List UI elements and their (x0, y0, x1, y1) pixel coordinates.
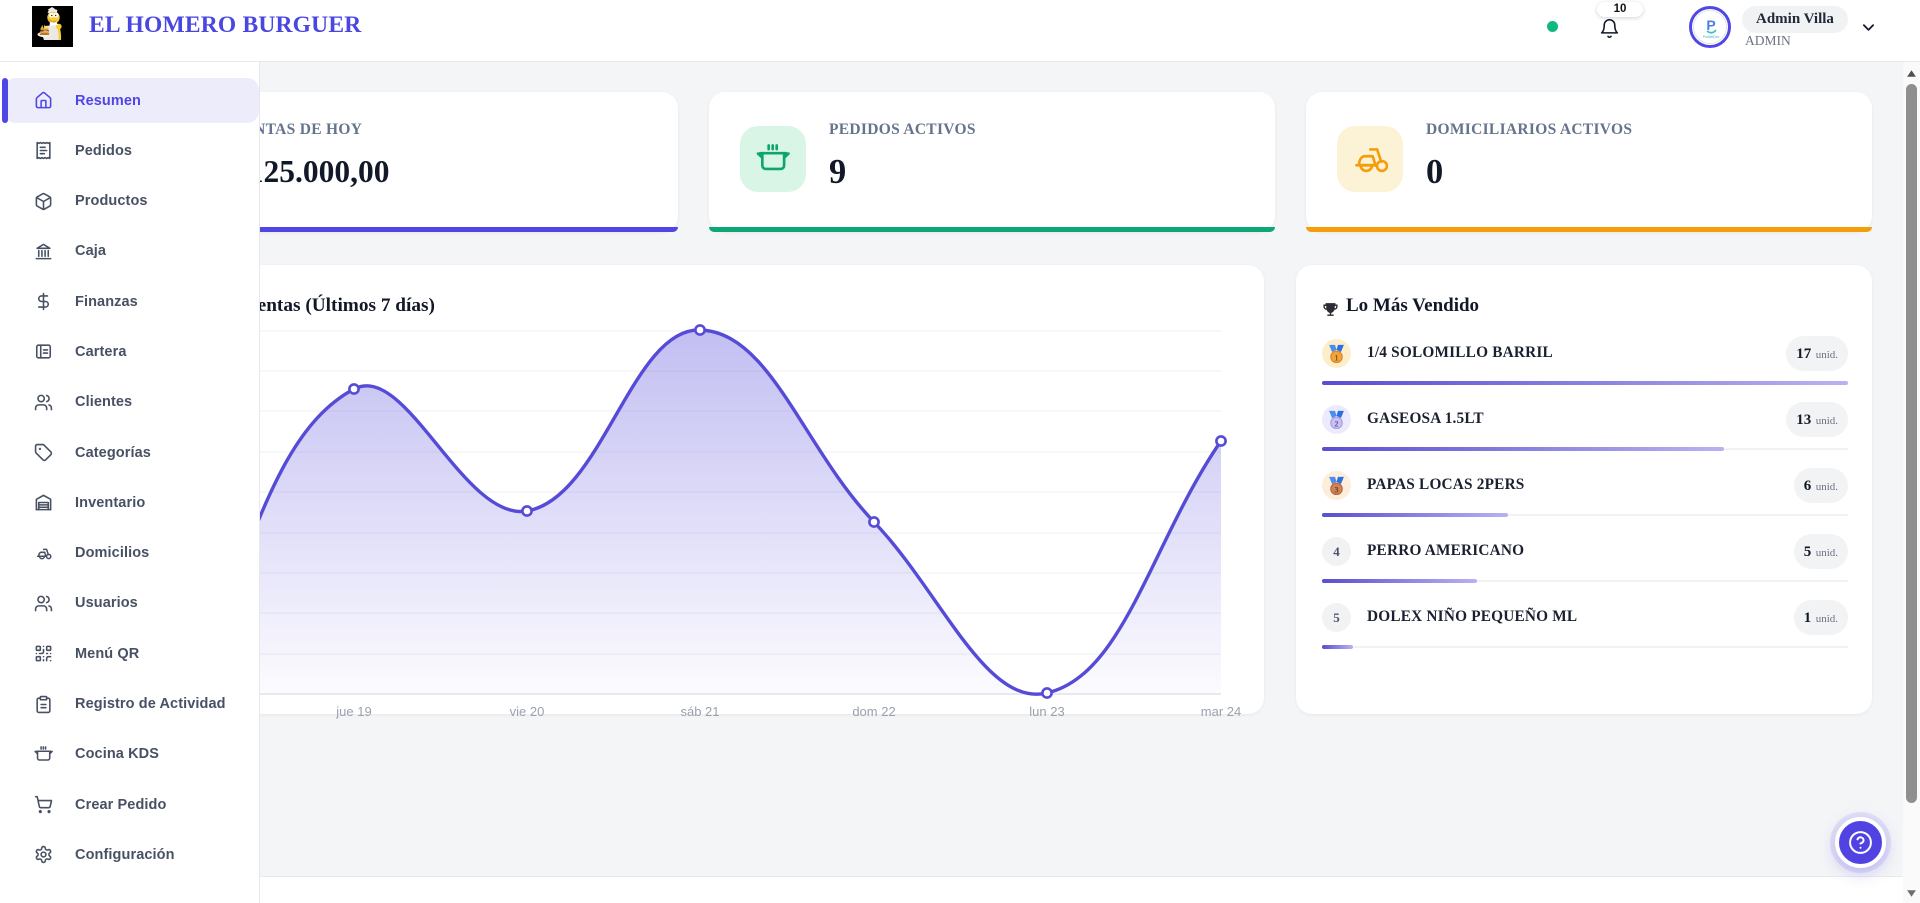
svg-text:jue 19: jue 19 (335, 704, 371, 719)
svg-text:lun 23: lun 23 (1029, 704, 1064, 719)
svg-text:ProNetDev: ProNetDev (1703, 35, 1720, 39)
svg-text:mar 24: mar 24 (1201, 704, 1241, 719)
svg-text:1: 1 (1335, 353, 1339, 362)
svg-text:dom 22: dom 22 (852, 704, 895, 719)
svg-text:3: 3 (1335, 485, 1339, 494)
svg-text:P: P (1706, 17, 1715, 33)
svg-text:vie 20: vie 20 (510, 704, 545, 719)
svg-text:sáb 21: sáb 21 (680, 704, 719, 719)
svg-text:2: 2 (1335, 419, 1339, 428)
